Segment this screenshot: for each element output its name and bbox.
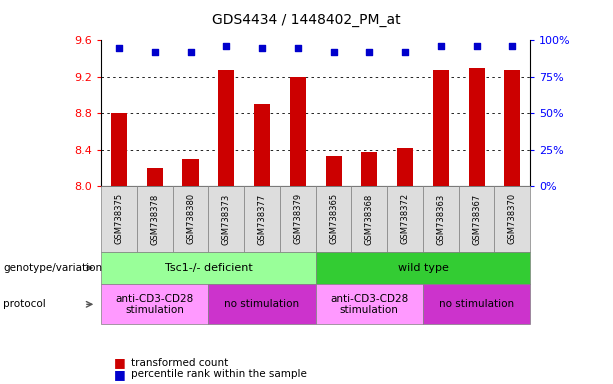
Point <box>257 45 267 51</box>
Point <box>186 49 196 55</box>
Text: GSM738367: GSM738367 <box>472 193 481 245</box>
Text: GSM738372: GSM738372 <box>400 193 409 245</box>
Point <box>221 43 231 49</box>
Point <box>365 49 375 55</box>
Text: transformed count: transformed count <box>131 358 228 368</box>
Bar <box>326 156 341 186</box>
Text: GSM738380: GSM738380 <box>186 193 195 245</box>
Text: ■: ■ <box>113 356 125 369</box>
Point <box>472 43 482 49</box>
Bar <box>183 159 199 186</box>
Point <box>293 45 303 51</box>
Point <box>508 43 517 49</box>
Text: wild type: wild type <box>398 263 448 273</box>
Point <box>400 49 410 55</box>
Bar <box>433 70 449 186</box>
Text: GSM738377: GSM738377 <box>257 193 267 245</box>
Text: GSM738378: GSM738378 <box>150 193 159 245</box>
Text: percentile rank within the sample: percentile rank within the sample <box>131 369 306 379</box>
Text: no stimulation: no stimulation <box>439 299 514 310</box>
Text: GSM738370: GSM738370 <box>508 193 517 245</box>
Point <box>436 43 446 49</box>
Text: genotype/variation: genotype/variation <box>3 263 102 273</box>
Text: no stimulation: no stimulation <box>224 299 300 310</box>
Text: GSM738375: GSM738375 <box>115 193 124 245</box>
Bar <box>290 77 306 186</box>
Text: anti-CD3-CD28
stimulation: anti-CD3-CD28 stimulation <box>330 293 408 315</box>
Bar <box>468 68 485 186</box>
Bar <box>254 104 270 186</box>
Bar <box>361 152 378 186</box>
Point <box>150 49 160 55</box>
Text: GSM738373: GSM738373 <box>222 193 231 245</box>
Bar <box>397 148 413 186</box>
Text: GSM738379: GSM738379 <box>293 193 302 245</box>
Text: GSM738363: GSM738363 <box>436 193 446 245</box>
Bar <box>504 70 520 186</box>
Point <box>329 49 338 55</box>
Text: GSM738365: GSM738365 <box>329 193 338 245</box>
Text: protocol: protocol <box>3 299 46 310</box>
Text: ■: ■ <box>113 368 125 381</box>
Text: anti-CD3-CD28
stimulation: anti-CD3-CD28 stimulation <box>116 293 194 315</box>
Bar <box>147 168 163 186</box>
Bar <box>111 113 127 186</box>
Text: Tsc1-/- deficient: Tsc1-/- deficient <box>164 263 253 273</box>
Text: GSM738368: GSM738368 <box>365 193 374 245</box>
Bar <box>218 70 234 186</box>
Point <box>114 45 124 51</box>
Text: GDS4434 / 1448402_PM_at: GDS4434 / 1448402_PM_at <box>212 13 401 27</box>
